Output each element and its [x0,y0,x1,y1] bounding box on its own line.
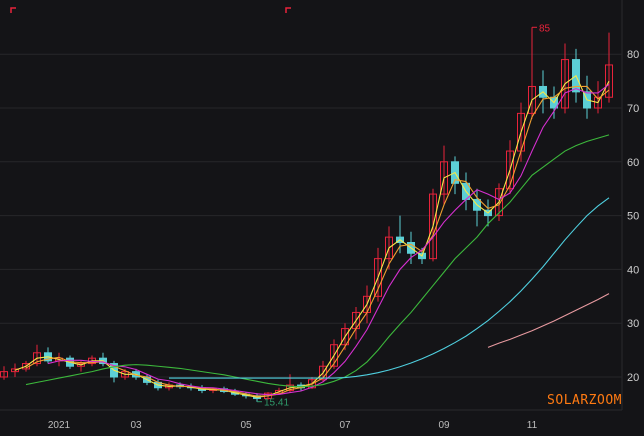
candle-body [528,85,536,114]
x-tick-label: 07 [339,420,351,431]
y-tick-label: 30 [627,318,639,330]
y-tick-label: 60 [627,157,639,169]
low-label: 15.41 [264,398,289,409]
y-tick-label: 50 [627,211,639,223]
x-tick-label: 11 [527,420,538,431]
candles [0,27,613,402]
candle-body [506,150,514,190]
ma-line-5 [487,293,610,348]
y-tick-label: 40 [627,264,639,276]
y-tick-label: 70 [627,103,639,115]
watermark: SOLARZOOM [547,393,622,408]
ma-line-4 [169,197,610,379]
candle-body [374,258,382,297]
corner-mark-center [285,7,291,13]
x-tick-label: 09 [438,420,450,431]
candle-body [275,389,283,394]
candle-body [0,371,8,378]
candle-body [341,328,349,346]
corner-marks [10,7,291,13]
candle-body [440,161,448,195]
candle-body [385,236,393,260]
candle-body [561,59,569,109]
ma-line-1 [25,85,610,397]
moving-average-lines [14,74,610,398]
high-label: 85 [539,23,551,34]
y-tick-label: 20 [627,372,639,384]
candle-body [594,96,602,109]
ma-line-3 [25,134,610,388]
corner-mark-left [10,7,16,13]
y-axis: 20 30 40 50 60 70 80 [627,49,639,384]
y-tick-label: 80 [627,49,639,61]
candle-body [330,344,338,367]
ma-line-0 [14,74,610,398]
candle-body [605,64,613,98]
candle-body [11,368,19,373]
candle-body [495,188,503,217]
gridlines [0,0,623,411]
ma-line-2 [47,83,610,396]
x-tick-label: 05 [240,420,252,431]
annotations: 85 15.41 [257,23,551,409]
x-axis: 2021 03 05 07 09 11 [48,420,538,431]
x-tick-label: 2021 [48,420,71,431]
candle-body [77,363,85,367]
x-tick-label: 03 [130,420,142,431]
